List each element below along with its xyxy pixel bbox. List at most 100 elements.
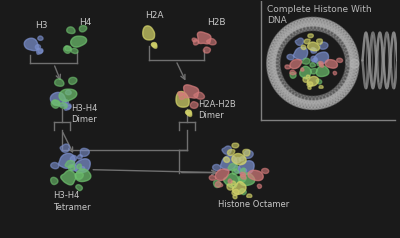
Circle shape bbox=[274, 71, 282, 79]
Text: H2A: H2A bbox=[145, 11, 164, 20]
Circle shape bbox=[292, 20, 301, 29]
Polygon shape bbox=[333, 71, 336, 75]
Polygon shape bbox=[207, 39, 216, 45]
Circle shape bbox=[338, 37, 346, 45]
Polygon shape bbox=[232, 189, 239, 195]
Circle shape bbox=[292, 97, 301, 106]
Circle shape bbox=[344, 50, 352, 58]
Circle shape bbox=[324, 26, 332, 34]
Polygon shape bbox=[232, 182, 246, 194]
Polygon shape bbox=[152, 43, 157, 47]
Polygon shape bbox=[184, 85, 199, 98]
Circle shape bbox=[267, 66, 276, 75]
Polygon shape bbox=[302, 58, 310, 64]
Polygon shape bbox=[241, 174, 246, 179]
Text: Histone Octamer: Histone Octamer bbox=[218, 200, 290, 209]
Polygon shape bbox=[220, 155, 237, 170]
Polygon shape bbox=[293, 47, 308, 60]
Circle shape bbox=[302, 18, 310, 27]
Polygon shape bbox=[38, 50, 43, 53]
Polygon shape bbox=[337, 58, 343, 62]
Polygon shape bbox=[69, 77, 77, 84]
Circle shape bbox=[348, 72, 357, 81]
Circle shape bbox=[277, 86, 286, 95]
Polygon shape bbox=[224, 173, 239, 188]
Circle shape bbox=[338, 88, 347, 97]
Polygon shape bbox=[59, 103, 67, 109]
Circle shape bbox=[267, 63, 276, 72]
Polygon shape bbox=[232, 154, 246, 165]
Polygon shape bbox=[67, 27, 75, 34]
Circle shape bbox=[279, 89, 288, 97]
Circle shape bbox=[288, 29, 296, 37]
Polygon shape bbox=[234, 166, 241, 173]
Polygon shape bbox=[310, 63, 316, 67]
Polygon shape bbox=[316, 66, 329, 77]
Polygon shape bbox=[316, 79, 322, 84]
Circle shape bbox=[308, 17, 317, 26]
Circle shape bbox=[323, 98, 332, 107]
Circle shape bbox=[277, 78, 285, 86]
Circle shape bbox=[350, 63, 359, 72]
Polygon shape bbox=[312, 58, 317, 61]
Polygon shape bbox=[240, 189, 246, 195]
Circle shape bbox=[332, 88, 340, 96]
Circle shape bbox=[349, 69, 358, 78]
Polygon shape bbox=[80, 167, 85, 171]
Circle shape bbox=[334, 92, 342, 101]
Circle shape bbox=[295, 98, 304, 107]
Polygon shape bbox=[303, 77, 308, 82]
Circle shape bbox=[272, 64, 280, 72]
Circle shape bbox=[301, 100, 310, 109]
Circle shape bbox=[350, 53, 358, 62]
Polygon shape bbox=[242, 169, 246, 173]
Polygon shape bbox=[301, 68, 304, 71]
Circle shape bbox=[292, 27, 299, 35]
Text: H2A-H2B
Dimer: H2A-H2B Dimer bbox=[198, 100, 235, 120]
Polygon shape bbox=[153, 44, 157, 48]
Circle shape bbox=[347, 44, 356, 52]
Circle shape bbox=[341, 77, 349, 85]
Polygon shape bbox=[64, 46, 71, 53]
Circle shape bbox=[268, 51, 276, 60]
Circle shape bbox=[314, 18, 323, 26]
Circle shape bbox=[270, 75, 279, 84]
Polygon shape bbox=[79, 25, 87, 32]
Circle shape bbox=[302, 23, 310, 31]
Polygon shape bbox=[234, 158, 240, 163]
Circle shape bbox=[320, 25, 328, 32]
Polygon shape bbox=[190, 102, 198, 108]
Circle shape bbox=[304, 17, 314, 26]
Circle shape bbox=[350, 59, 359, 68]
Polygon shape bbox=[290, 70, 296, 75]
Polygon shape bbox=[231, 181, 236, 185]
Circle shape bbox=[344, 38, 353, 47]
Polygon shape bbox=[300, 66, 311, 79]
Circle shape bbox=[332, 24, 340, 33]
Polygon shape bbox=[311, 49, 317, 53]
Circle shape bbox=[294, 93, 302, 101]
Circle shape bbox=[335, 86, 342, 94]
Polygon shape bbox=[319, 61, 323, 65]
Polygon shape bbox=[35, 45, 40, 49]
Polygon shape bbox=[212, 164, 221, 171]
Circle shape bbox=[275, 34, 284, 43]
Circle shape bbox=[326, 97, 334, 106]
Circle shape bbox=[274, 50, 281, 58]
Polygon shape bbox=[197, 32, 211, 44]
Polygon shape bbox=[224, 157, 230, 163]
Polygon shape bbox=[215, 182, 223, 187]
Polygon shape bbox=[239, 157, 244, 161]
Polygon shape bbox=[215, 169, 229, 180]
Polygon shape bbox=[75, 173, 83, 179]
Circle shape bbox=[304, 96, 312, 104]
Polygon shape bbox=[203, 47, 210, 53]
Polygon shape bbox=[75, 169, 91, 182]
Polygon shape bbox=[232, 169, 239, 174]
Polygon shape bbox=[59, 153, 75, 168]
Circle shape bbox=[322, 94, 330, 102]
Circle shape bbox=[316, 24, 324, 31]
Polygon shape bbox=[192, 38, 197, 42]
Circle shape bbox=[337, 83, 345, 91]
Polygon shape bbox=[209, 175, 216, 180]
